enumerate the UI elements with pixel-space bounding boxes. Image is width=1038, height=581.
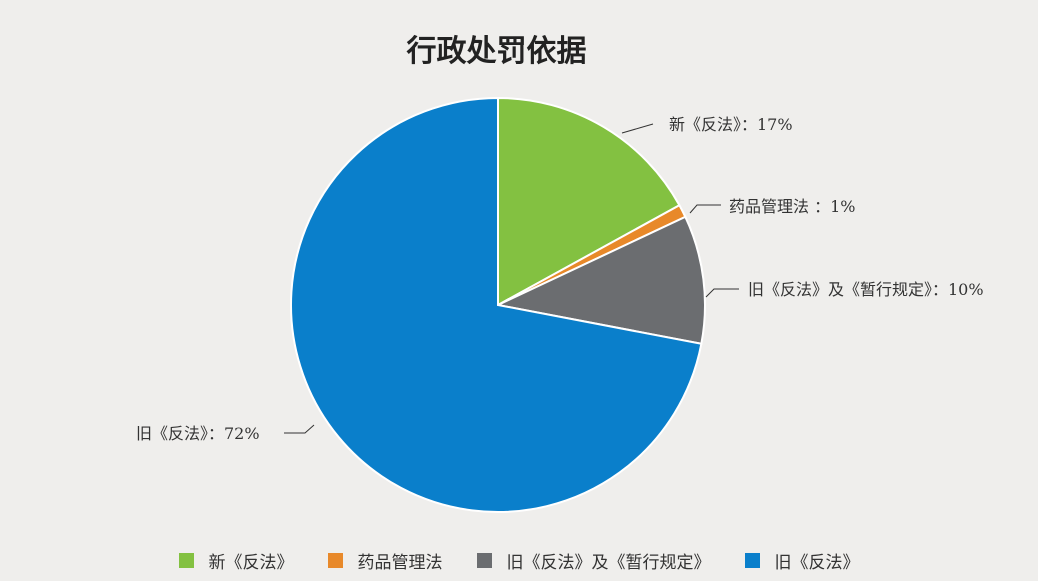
legend-item[interactable]: 新《反法》 bbox=[178, 548, 294, 573]
data-label: 药品管理法 ：1% bbox=[729, 197, 855, 216]
legend-label: 药品管理法 bbox=[357, 553, 443, 573]
chart-title: 行政处罚依据 bbox=[406, 34, 587, 69]
legend: 新《反法》 药品管理法 旧《反法》及《暂行规定》 旧《反法》 bbox=[0, 548, 1038, 573]
legend-item[interactable]: 旧《反法》及《暂行规定》 bbox=[476, 548, 711, 573]
legend-swatch bbox=[327, 553, 343, 568]
legend-label: 新《反法》 bbox=[208, 553, 294, 573]
pie-slice[interactable] bbox=[290, 96, 703, 513]
pie-slice[interactable] bbox=[494, 215, 706, 345]
legend-item[interactable]: 旧《反法》 bbox=[744, 548, 860, 573]
legend-item[interactable]: 药品管理法 bbox=[327, 548, 443, 573]
legend-swatch bbox=[744, 553, 760, 568]
legend-label: 旧《反法》 bbox=[774, 553, 860, 573]
legend-swatch bbox=[476, 553, 492, 568]
pie-chart: 新《反法》：17% 药品管理法 ：1% 旧《反法》及《暂行规定》：10% 旧《反法》：… bbox=[136, 96, 984, 513]
legend-label: 旧《反法》及《暂行规定》 bbox=[506, 553, 711, 573]
leader-line bbox=[284, 424, 315, 434]
leader-line bbox=[689, 204, 721, 214]
legend-swatch bbox=[178, 553, 194, 568]
data-label: 旧《反法》：72% bbox=[136, 424, 260, 443]
data-label: 新《反法》：17% bbox=[669, 115, 793, 134]
data-label: 旧《反法》及《暂行规定》：10% bbox=[748, 280, 984, 299]
pie-slice[interactable] bbox=[497, 96, 681, 307]
leader-line bbox=[621, 123, 654, 134]
leader-line bbox=[705, 288, 739, 298]
